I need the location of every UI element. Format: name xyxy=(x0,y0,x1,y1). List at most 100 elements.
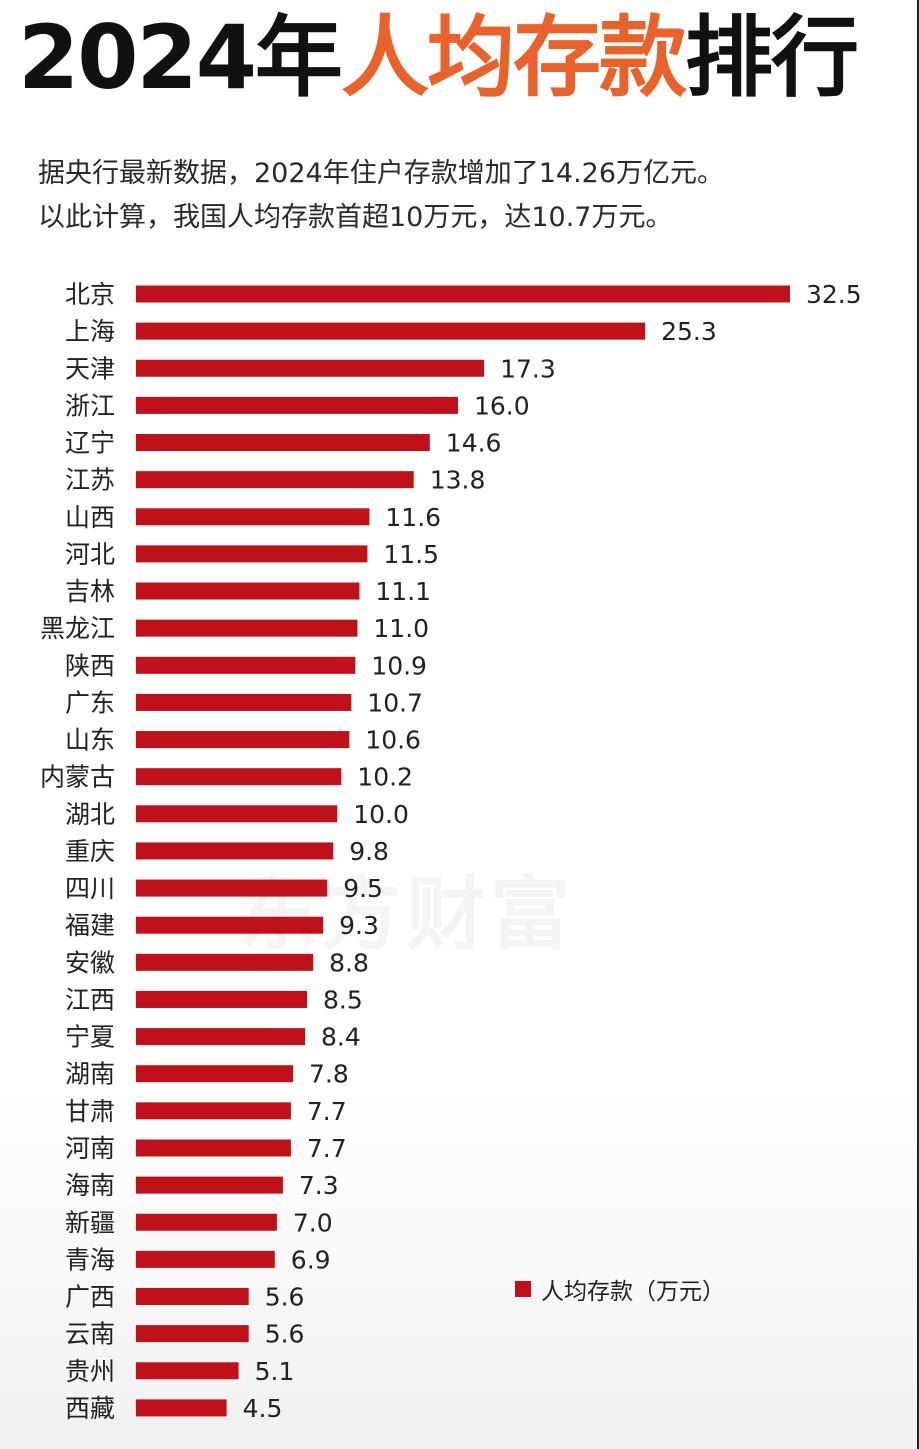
value-label: 7.3 xyxy=(299,1171,339,1200)
value-label: 10.0 xyxy=(353,800,409,829)
bar xyxy=(136,545,368,563)
bar xyxy=(136,656,356,674)
value-label: 6.9 xyxy=(291,1245,331,1274)
value-label: 8.8 xyxy=(329,948,369,977)
category-label: 吉林 xyxy=(65,577,115,606)
value-label: 7.7 xyxy=(307,1097,347,1126)
right-border xyxy=(917,0,919,1449)
bar xyxy=(136,990,307,1008)
bar xyxy=(136,1139,291,1157)
title-highlight: 人均存款 xyxy=(340,6,687,109)
bar xyxy=(136,1028,305,1046)
bar xyxy=(136,842,334,860)
value-label: 17.3 xyxy=(500,354,556,383)
category-label: 福建 xyxy=(65,911,115,940)
bar xyxy=(136,768,342,786)
legend: 人均存款（万元） xyxy=(515,1272,725,1306)
value-label: 8.5 xyxy=(323,985,363,1014)
bar xyxy=(136,1362,239,1380)
value-label: 7.7 xyxy=(307,1134,347,1163)
category-label: 甘肃 xyxy=(65,1097,115,1126)
category-label: 山西 xyxy=(65,503,115,532)
bar xyxy=(136,1065,293,1083)
bar xyxy=(136,508,370,526)
category-label: 天津 xyxy=(65,354,115,383)
value-label: 14.6 xyxy=(446,429,502,458)
category-label: 宁夏 xyxy=(65,1023,115,1052)
category-label: 安徽 xyxy=(65,948,115,977)
subtitle: 据央行最新数据，2024年住户存款增加了14.26万亿元。 以此计算，我国人均存… xyxy=(38,152,898,240)
category-label: 浙江 xyxy=(65,391,115,420)
bar xyxy=(136,619,358,637)
value-label: 11.6 xyxy=(385,503,441,532)
bar xyxy=(136,805,338,823)
bar xyxy=(136,434,430,452)
category-label: 山东 xyxy=(65,726,115,755)
bar xyxy=(136,1399,227,1417)
bar xyxy=(136,322,646,340)
value-label: 32.5 xyxy=(806,280,862,309)
value-label: 7.8 xyxy=(309,1060,349,1089)
title-prefix: 2024年 xyxy=(18,6,343,109)
category-label: 新疆 xyxy=(65,1208,115,1237)
value-label: 10.2 xyxy=(357,763,413,792)
value-label: 10.7 xyxy=(367,688,423,717)
bar xyxy=(136,1325,249,1343)
category-label: 黑龙江 xyxy=(40,614,115,643)
category-label: 江西 xyxy=(65,985,115,1014)
value-label: 16.0 xyxy=(474,391,530,420)
category-label: 西藏 xyxy=(65,1394,115,1423)
value-label: 5.6 xyxy=(265,1283,305,1312)
category-label: 广东 xyxy=(65,688,115,717)
category-label: 内蒙古 xyxy=(40,763,115,792)
value-label: 25.3 xyxy=(661,317,717,346)
category-label: 贵州 xyxy=(65,1357,115,1386)
category-label: 重庆 xyxy=(65,837,115,866)
value-label: 8.4 xyxy=(321,1023,361,1052)
category-label: 海南 xyxy=(65,1171,115,1200)
subtitle-line-1: 据央行最新数据，2024年住户存款增加了14.26万亿元。 xyxy=(38,158,725,189)
title-suffix: 排行 xyxy=(684,6,859,109)
legend-swatch xyxy=(515,1281,531,1297)
value-label: 11.5 xyxy=(383,540,439,569)
legend-label: 人均存款（万元） xyxy=(541,1279,725,1305)
bar xyxy=(136,916,324,934)
bar xyxy=(136,879,328,897)
category-label: 上海 xyxy=(65,317,115,346)
bar xyxy=(136,396,458,414)
bar xyxy=(136,285,790,303)
bar xyxy=(136,1213,277,1231)
category-label: 广西 xyxy=(65,1283,115,1312)
value-label: 7.0 xyxy=(293,1208,333,1237)
category-label: 辽宁 xyxy=(65,429,115,458)
category-label: 湖南 xyxy=(65,1060,115,1089)
value-label: 10.9 xyxy=(371,651,427,680)
value-label: 10.6 xyxy=(365,726,421,755)
bar xyxy=(136,1288,249,1306)
value-label: 4.5 xyxy=(243,1394,283,1423)
category-label: 四川 xyxy=(65,874,115,903)
value-label: 11.1 xyxy=(375,577,431,606)
value-label: 5.1 xyxy=(255,1357,295,1386)
category-label: 江苏 xyxy=(65,466,115,495)
bar-chart: 北京 32.5 上海 25.3 天津 17.3 浙江 16.0 辽宁 14.6 江苏 13.8 山西 11… xyxy=(40,280,862,1423)
category-label: 河南 xyxy=(65,1134,115,1163)
value-label: 11.0 xyxy=(373,614,429,643)
bar xyxy=(136,693,352,711)
bar xyxy=(136,359,485,377)
bar xyxy=(136,953,314,971)
category-label: 陕西 xyxy=(65,651,115,680)
subtitle-line-2: 以此计算，我国人均存款首超10万元，达10.7万元。 xyxy=(38,202,673,233)
value-label: 13.8 xyxy=(430,466,486,495)
bar xyxy=(136,1176,283,1194)
value-label: 9.5 xyxy=(343,874,383,903)
bar xyxy=(136,1102,291,1120)
value-label: 9.8 xyxy=(349,837,389,866)
category-label: 北京 xyxy=(65,280,115,309)
category-label: 云南 xyxy=(65,1320,115,1349)
bar xyxy=(136,1250,275,1268)
category-label: 河北 xyxy=(65,540,115,569)
category-label: 湖北 xyxy=(65,800,115,829)
bar xyxy=(136,582,360,600)
